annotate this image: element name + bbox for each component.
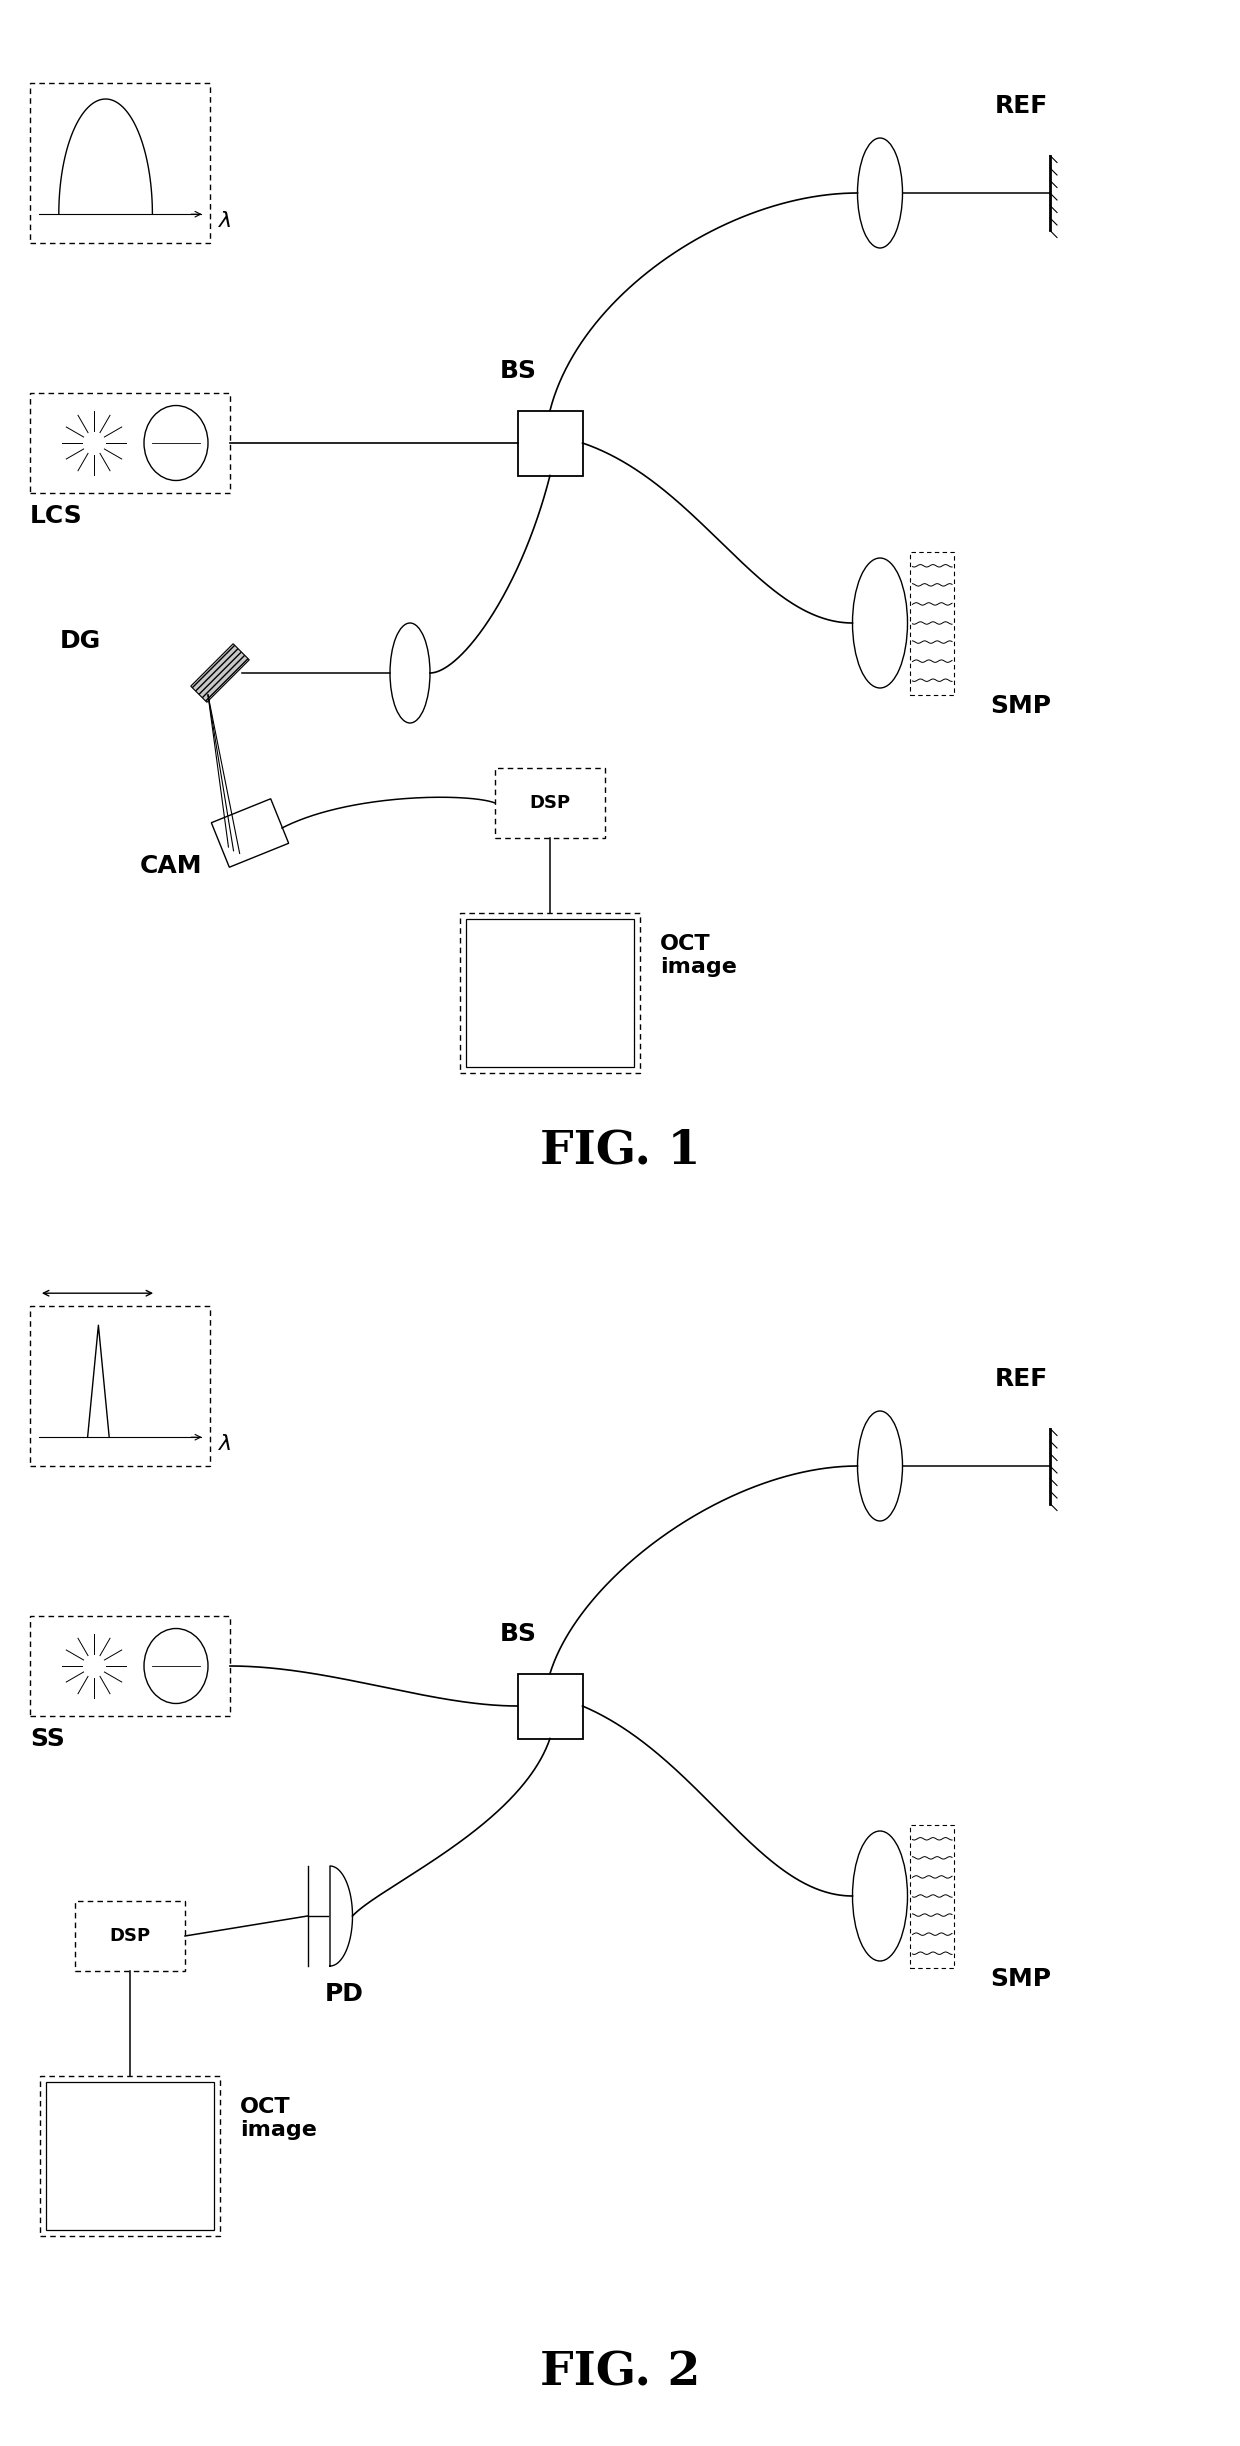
Polygon shape — [191, 643, 249, 702]
Bar — [30, 1306, 210, 1465]
Bar — [46, 2082, 215, 2231]
Bar — [30, 83, 210, 242]
Bar — [910, 1825, 955, 1967]
Text: DG: DG — [60, 629, 102, 653]
Text: OCT
image: OCT image — [660, 934, 737, 976]
Text: DSP: DSP — [109, 1927, 150, 1945]
Text: REF: REF — [994, 93, 1048, 117]
Bar — [517, 411, 583, 475]
Bar — [74, 1901, 185, 1971]
Text: λ: λ — [219, 210, 232, 230]
Text: PD: PD — [325, 1981, 363, 2006]
Text: DSP: DSP — [529, 795, 570, 812]
Text: OCT
image: OCT image — [241, 2096, 317, 2140]
Bar — [517, 1673, 583, 1739]
Text: BS: BS — [500, 360, 537, 384]
Text: SS: SS — [30, 1727, 64, 1751]
Bar — [30, 1617, 229, 1717]
Text: BS: BS — [500, 1622, 537, 1646]
Text: FIG. 2: FIG. 2 — [539, 2351, 701, 2397]
Text: CAM: CAM — [140, 854, 202, 878]
Bar — [40, 2077, 219, 2236]
Text: SMP: SMP — [990, 695, 1052, 719]
Bar — [910, 550, 955, 695]
Bar — [495, 768, 605, 839]
Bar — [466, 920, 634, 1066]
Text: λ: λ — [219, 1433, 232, 1453]
Text: REF: REF — [994, 1367, 1048, 1392]
Text: FIG. 1: FIG. 1 — [539, 1128, 701, 1174]
Bar — [460, 912, 640, 1074]
Bar — [30, 394, 229, 494]
Text: LCS: LCS — [30, 504, 83, 528]
Text: SMP: SMP — [990, 1967, 1052, 1991]
